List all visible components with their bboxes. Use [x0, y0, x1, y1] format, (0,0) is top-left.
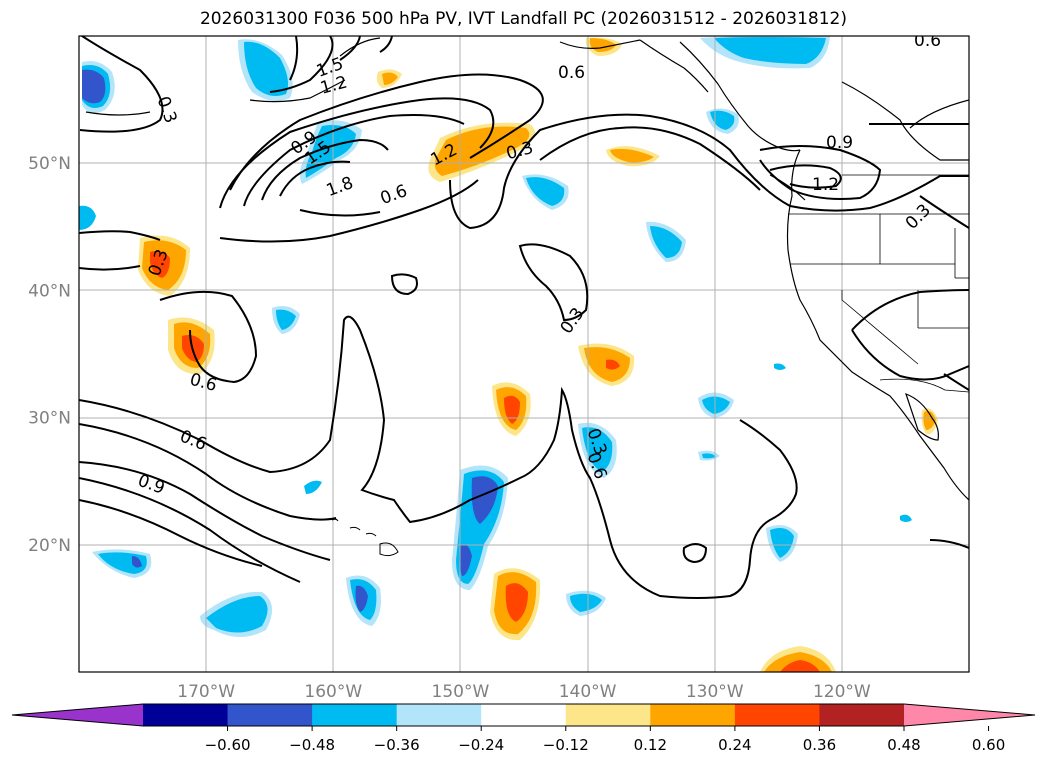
colorbar-tick-label: 0.36 — [803, 736, 836, 754]
colorbar-tick-label: −0.48 — [289, 736, 335, 754]
colorbar-segment — [650, 704, 736, 726]
colorbar-segment — [396, 704, 482, 726]
contour-label: 0.9 — [826, 133, 853, 153]
colorbar-tick-label: 0.24 — [718, 736, 751, 754]
latitude-label: 50°N — [28, 154, 71, 174]
colorbar-tick-label: 0.12 — [634, 736, 667, 754]
state-borders — [788, 174, 969, 393]
contour-label: 0.6 — [914, 31, 941, 51]
colorbar-segment — [227, 704, 313, 726]
longitude-label: 120°W — [813, 682, 871, 702]
contour-label: 1.2 — [812, 175, 839, 195]
colorbar: −0.60 −0.48 −0.36 −0.24 −0.12 0.12 0.24 0.36 0.4… — [11, 703, 1036, 754]
latitude-label: 20°N — [28, 536, 71, 556]
colorbar-segment — [481, 704, 567, 726]
colorbar-segment — [143, 704, 229, 726]
latitude-labels: 50°N 40°N 30°N 20°N — [28, 154, 71, 556]
longitude-labels: 170°W 160°W 150°W 140°W 130°W 120°W — [177, 682, 871, 702]
colorbar-tick-label: −0.60 — [205, 736, 251, 754]
colorbar-tick-label: 0.60 — [972, 736, 1005, 754]
colorbar-tick-label: −0.12 — [543, 736, 589, 754]
colorbar-tick-label: −0.24 — [458, 736, 504, 754]
colorbar-tick-label: −0.36 — [374, 736, 420, 754]
graticule — [79, 36, 969, 672]
map-frame — [78, 35, 970, 673]
colorbar-segment — [734, 704, 820, 726]
coastlines — [85, 37, 969, 501]
latitude-label: 30°N — [28, 409, 71, 429]
colorbar-tick-label: 0.48 — [887, 736, 920, 754]
hawaii-islands — [331, 518, 399, 557]
colorbar-segment — [312, 704, 398, 726]
longitude-label: 160°W — [304, 682, 362, 702]
colorbar-extend-max — [904, 704, 1035, 726]
colorbar-segment — [819, 704, 905, 726]
map-title: 2026031300 F036 500 hPa PV, IVT Landfall… — [199, 9, 847, 29]
contours — [79, 36, 969, 599]
longitude-label: 140°W — [559, 682, 617, 702]
longitude-label: 130°W — [686, 682, 744, 702]
colorbar-segment — [565, 704, 651, 726]
contour-label: 0.6 — [558, 63, 585, 83]
longitude-label: 150°W — [432, 682, 490, 702]
colorbar-outline — [11, 703, 1036, 727]
longitude-label: 170°W — [177, 682, 235, 702]
latitude-label: 40°N — [28, 281, 71, 301]
colorbar-extend-min — [12, 704, 143, 726]
